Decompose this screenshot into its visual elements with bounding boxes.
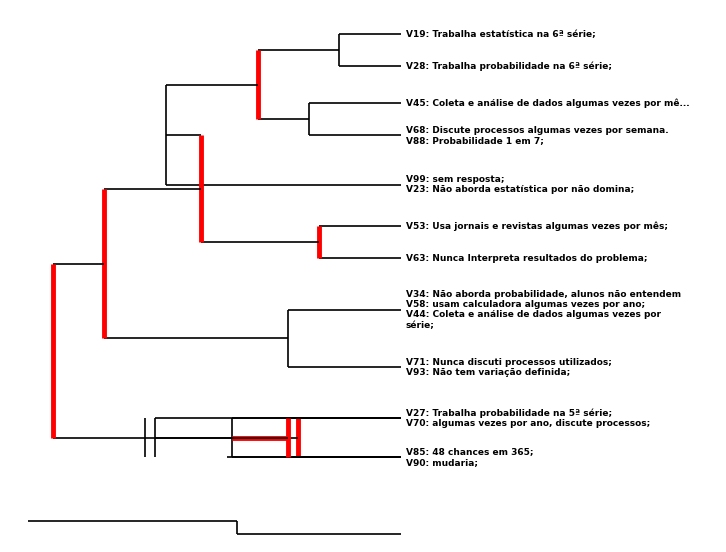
Text: V53: Usa jornais e revistas algumas vezes por mês;: V53: Usa jornais e revistas algumas veze… [406, 222, 668, 231]
Text: V28: Trabalha probabilidade na 6ª série;: V28: Trabalha probabilidade na 6ª série; [406, 62, 612, 71]
Text: V63: Nunca Interpreta resultados do problema;: V63: Nunca Interpreta resultados do prob… [406, 254, 648, 263]
Text: V68: Discute processos algumas vezes por semana.
V88: Probabilidade 1 em 7;: V68: Discute processos algumas vezes por… [406, 126, 669, 145]
Text: V85: 48 chances em 365;
V90: mudaria;: V85: 48 chances em 365; V90: mudaria; [406, 447, 534, 466]
Text: V45: Coleta e análise de dados algumas vezes por mê...: V45: Coleta e análise de dados algumas v… [406, 99, 690, 108]
Text: V34: Não aborda probabilidade, alunos não entendem
V58: usam calculadora algumas: V34: Não aborda probabilidade, alunos nã… [406, 289, 681, 330]
Text: V99: sem resposta;
V23: Não aborda estatística por não domina;: V99: sem resposta; V23: Não aborda estat… [406, 175, 634, 194]
Text: V19: Trabalha estatística na 6ª série;: V19: Trabalha estatística na 6ª série; [406, 30, 595, 39]
Text: V71: Nunca discuti processos utilizados;
V93: Não tem variação definida;: V71: Nunca discuti processos utilizados;… [406, 358, 611, 377]
Text: V27: Trabalha probabilidade na 5ª série;
V70: algumas vezes por ano, discute pro: V27: Trabalha probabilidade na 5ª série;… [406, 408, 650, 428]
